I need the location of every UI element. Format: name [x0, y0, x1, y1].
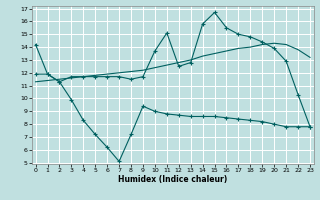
X-axis label: Humidex (Indice chaleur): Humidex (Indice chaleur) [118, 175, 228, 184]
